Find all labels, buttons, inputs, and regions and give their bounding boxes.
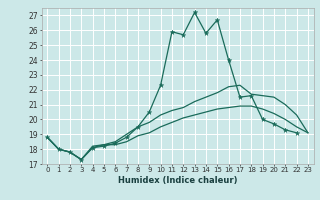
X-axis label: Humidex (Indice chaleur): Humidex (Indice chaleur) (118, 176, 237, 185)
